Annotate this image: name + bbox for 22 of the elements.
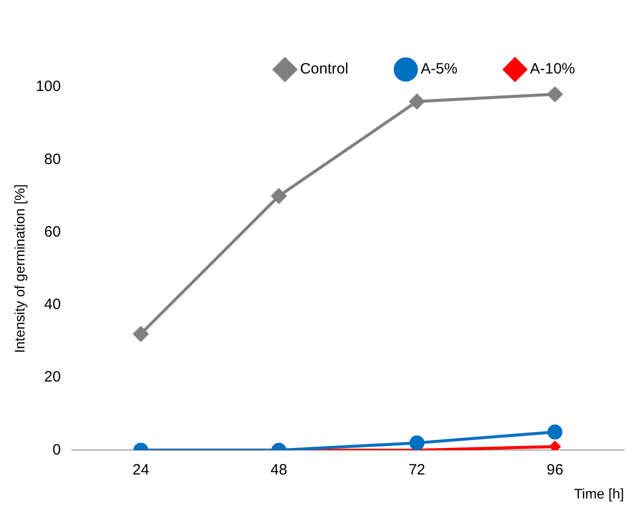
x-tick-label: 96 (546, 461, 564, 478)
y-axis-title: Intensity of germination [%] (11, 184, 28, 354)
x-axis-title: Time [h] (574, 485, 624, 502)
point (547, 424, 562, 440)
point (133, 326, 148, 342)
point (409, 435, 424, 450)
x-tick-label: 24 (132, 461, 150, 478)
y-tick-label: 80 (44, 150, 61, 168)
y-tick-label: 20 (44, 368, 61, 386)
x-tick-label: 48 (270, 461, 288, 478)
y-tick-label: 40 (44, 296, 61, 314)
legend-label: Control (300, 60, 348, 78)
legend-label: A-10% (530, 60, 576, 78)
legend-label: A-5% (420, 60, 458, 78)
y-tick-label: 60 (44, 223, 61, 240)
x-tick-label: 72 (408, 461, 426, 478)
point (547, 87, 562, 102)
point (271, 188, 286, 204)
point (409, 94, 424, 110)
y-tick-label: 0 (52, 441, 61, 458)
point (549, 441, 560, 450)
y-tick-label: 100 (36, 78, 61, 96)
